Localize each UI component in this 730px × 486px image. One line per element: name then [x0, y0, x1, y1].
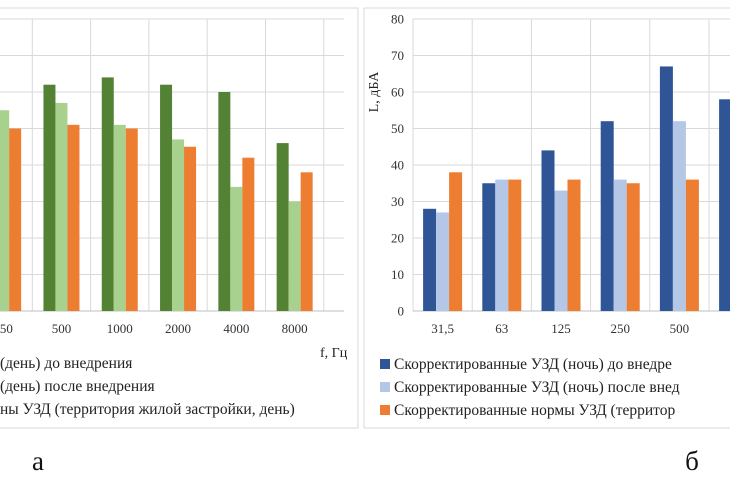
bar: [508, 179, 522, 311]
bar: [567, 179, 581, 311]
legend-label: Скорректированные нормы УЗД (территор: [394, 402, 675, 419]
panel-a-legend: (день) до внедрения (день) после внедрени…: [0, 355, 295, 418]
bar: [101, 77, 114, 312]
bar: [160, 84, 173, 311]
bar: [300, 172, 313, 311]
legend-label: ны УЗД (территория жилой застройки, день…: [0, 401, 295, 418]
panel-b-letter: б: [685, 446, 699, 476]
x-tick-label: 8000: [282, 321, 308, 336]
panel-a-x-axis-title: f, Гц: [320, 346, 348, 361]
bar: [659, 66, 673, 311]
bar: [541, 150, 555, 311]
legend-swatch: [380, 405, 390, 415]
bar: [449, 172, 463, 311]
legend-swatch: [380, 359, 390, 369]
x-tick-label: 4000: [223, 321, 249, 336]
x-tick-label: 250: [610, 321, 630, 336]
bar: [242, 157, 255, 311]
y-tick-label: 20: [391, 231, 404, 246]
y-tick-label: 30: [391, 194, 404, 209]
bar: [172, 139, 185, 311]
y-tick-label: 70: [391, 48, 404, 63]
bar: [482, 183, 496, 311]
bar: [613, 179, 627, 311]
y-tick-label: 10: [391, 267, 404, 282]
panel-b-plot: 31,563125250500101020304050607080: [391, 12, 730, 336]
bar: [218, 92, 231, 311]
bar: [554, 190, 568, 311]
x-tick-label: 1000: [107, 321, 133, 336]
bar: [55, 102, 68, 311]
legend-label: (день) после внедрения: [0, 378, 155, 395]
y-tick-label: 0: [398, 304, 405, 319]
bar: [436, 212, 450, 311]
bar: [230, 186, 243, 311]
bar: [672, 121, 686, 311]
x-tick-label: 2000: [165, 321, 191, 336]
legend-label: Скорректированные УЗД (ночь) после внед: [394, 379, 680, 396]
y-tick-label: 60: [391, 85, 404, 100]
bar: [685, 179, 699, 311]
panel-b: 31,563125250500101020304050607080 Скорре…: [363, 7, 730, 429]
x-tick-label: 500: [670, 321, 690, 336]
y-tick-label: 40: [391, 158, 404, 173]
x-tick-label: 125: [551, 321, 571, 336]
x-tick-label: 31,5: [431, 321, 454, 336]
bar: [276, 143, 289, 311]
bar: [719, 99, 730, 311]
bar: [600, 121, 614, 311]
legend-swatch: [380, 382, 390, 392]
bar: [67, 124, 80, 311]
legend-label: Скорректированные УЗД (ночь) до внедре: [394, 356, 672, 373]
panel-a-letter: а: [32, 446, 44, 476]
bar: [288, 201, 301, 311]
x-tick-label: 250: [0, 321, 13, 336]
x-tick-label: 500: [52, 321, 72, 336]
bar: [113, 124, 126, 311]
legend-label: (день) до внедрения: [0, 355, 132, 372]
bar: [495, 179, 509, 311]
bar: [423, 208, 437, 311]
panel-a: 250 500 1000 2000 4000 8000 (день) до внедрен…: [0, 7, 359, 429]
y-tick-label: 50: [391, 121, 404, 136]
bar: [0, 110, 10, 311]
bar: [626, 183, 640, 311]
bar: [43, 84, 56, 311]
x-tick-label: 63: [495, 321, 508, 336]
y-tick-label: 80: [391, 12, 404, 27]
bar: [184, 146, 197, 311]
bar: [125, 128, 138, 311]
panel-a-plot: 250 500 1000 2000 4000 8000: [0, 18, 344, 336]
bar: [9, 128, 22, 311]
panel-b-y-axis-title: L, дБА: [367, 71, 382, 113]
panel-b-legend: Скорректированные УЗД (ночь) до внедре Ск…: [380, 356, 680, 419]
